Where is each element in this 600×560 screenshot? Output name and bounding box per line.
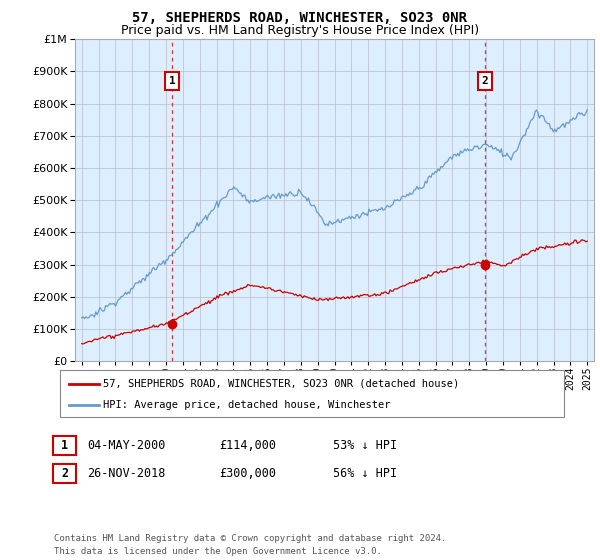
Text: 57, SHEPHERDS ROAD, WINCHESTER, SO23 0NR (detached house): 57, SHEPHERDS ROAD, WINCHESTER, SO23 0NR…: [103, 379, 460, 389]
Text: 2: 2: [61, 466, 68, 480]
Text: 53% ↓ HPI: 53% ↓ HPI: [333, 438, 397, 452]
Text: 04-MAY-2000: 04-MAY-2000: [87, 438, 166, 452]
Text: 26-NOV-2018: 26-NOV-2018: [87, 466, 166, 480]
Text: £114,000: £114,000: [219, 438, 276, 452]
Text: £300,000: £300,000: [219, 466, 276, 480]
Text: 1: 1: [169, 76, 175, 86]
Text: 56% ↓ HPI: 56% ↓ HPI: [333, 466, 397, 480]
Text: 57, SHEPHERDS ROAD, WINCHESTER, SO23 0NR: 57, SHEPHERDS ROAD, WINCHESTER, SO23 0NR: [133, 11, 467, 25]
Text: HPI: Average price, detached house, Winchester: HPI: Average price, detached house, Winc…: [103, 400, 391, 410]
Text: Price paid vs. HM Land Registry's House Price Index (HPI): Price paid vs. HM Land Registry's House …: [121, 24, 479, 36]
Text: 2: 2: [481, 76, 488, 86]
Text: Contains HM Land Registry data © Crown copyright and database right 2024.
This d: Contains HM Land Registry data © Crown c…: [54, 534, 446, 556]
Text: 1: 1: [61, 438, 68, 452]
